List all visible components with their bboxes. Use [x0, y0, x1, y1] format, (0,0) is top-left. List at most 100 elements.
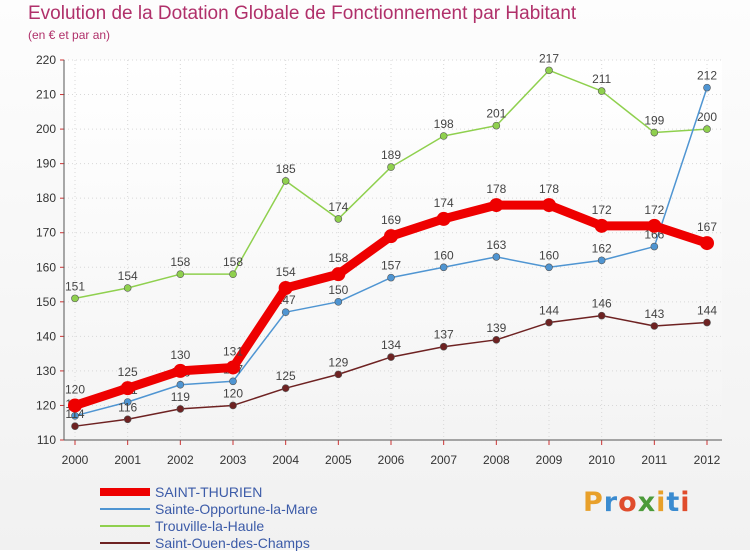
data-label: 137 — [434, 328, 454, 342]
data-label: 146 — [592, 297, 612, 311]
x-tick-label: 2011 — [641, 453, 667, 467]
logo-letter: i — [656, 487, 667, 518]
data-point — [647, 218, 662, 233]
data-point — [176, 270, 185, 278]
x-tick-label: 2006 — [378, 453, 405, 467]
data-label: 178 — [539, 182, 559, 196]
data-label: 154 — [276, 265, 296, 279]
data-label: 169 — [381, 213, 401, 227]
data-point — [71, 294, 79, 303]
data-point — [492, 336, 501, 344]
data-point — [229, 377, 237, 386]
data-point — [334, 370, 343, 379]
data-label: 158 — [328, 251, 348, 265]
data-point — [650, 322, 659, 330]
y-tick-label: 150 — [36, 295, 56, 309]
y-tick-label: 180 — [36, 191, 56, 205]
data-point — [281, 308, 290, 316]
data-label: 211 — [592, 72, 611, 86]
data-point — [545, 263, 553, 272]
data-label: 200 — [697, 110, 717, 124]
data-label: 158 — [223, 255, 243, 269]
data-point — [387, 273, 395, 282]
data-label: 199 — [644, 114, 664, 128]
legend-swatch — [100, 488, 150, 496]
data-label: 185 — [276, 162, 296, 176]
data-point — [71, 422, 79, 430]
data-label: 151 — [65, 279, 85, 293]
data-point — [545, 318, 553, 327]
data-label: 116 — [118, 400, 137, 414]
y-tick-label: 190 — [36, 157, 56, 171]
data-point — [439, 132, 448, 140]
data-point — [384, 229, 398, 244]
data-label: 154 — [118, 269, 138, 283]
data-label: 157 — [381, 259, 401, 273]
data-point — [226, 360, 240, 375]
x-tick-label: 2010 — [588, 453, 615, 467]
data-point — [68, 398, 82, 413]
data-point — [436, 211, 451, 226]
data-label: 189 — [381, 148, 401, 162]
data-label: 120 — [65, 382, 85, 396]
data-label: 167 — [697, 220, 717, 234]
x-tick-label: 2004 — [272, 453, 299, 467]
data-point — [229, 401, 237, 410]
data-point — [597, 256, 606, 265]
data-point — [542, 198, 556, 213]
legend-swatch — [100, 542, 150, 544]
data-point — [597, 87, 606, 95]
logo-letter: P — [583, 487, 604, 518]
y-tick-label: 210 — [36, 88, 56, 102]
legend-label: Trouville-la-Haule — [155, 518, 265, 534]
data-point — [703, 125, 711, 133]
axes: 110 120 130 140 150 160 170 180 190 200 210 220 2000… — [36, 53, 722, 467]
data-point — [176, 405, 185, 413]
data-point — [281, 384, 290, 392]
data-label: 212 — [697, 69, 717, 83]
series-saint-thurien: 120 125 130 131 154 158 169 174 178 178 172 172 167 — [65, 182, 717, 413]
data-point — [700, 236, 714, 251]
data-point — [387, 163, 395, 171]
data-point — [123, 415, 132, 424]
data-point — [331, 267, 346, 282]
legend-swatch — [100, 508, 150, 510]
y-tick-label: 170 — [36, 226, 56, 240]
data-point — [281, 177, 290, 185]
data-point — [176, 380, 185, 389]
data-point — [123, 398, 132, 406]
data-label: 172 — [644, 203, 664, 217]
y-tick-label: 130 — [36, 364, 56, 378]
data-label: 114 — [65, 407, 84, 421]
data-label: 172 — [592, 203, 612, 217]
data-label: 130 — [170, 348, 190, 362]
data-point — [123, 284, 132, 292]
data-label: 125 — [118, 365, 138, 379]
data-point — [650, 242, 659, 251]
data-point — [439, 342, 448, 351]
y-tick-label: 160 — [36, 260, 56, 274]
chart-subtitle: (en € et par an) — [28, 28, 111, 42]
data-label: 201 — [486, 107, 506, 121]
data-point — [229, 270, 237, 278]
data-point — [334, 298, 343, 306]
data-point — [334, 215, 343, 223]
data-label: 160 — [434, 248, 454, 262]
data-label: 174 — [434, 196, 454, 210]
x-tick-label: 2003 — [220, 453, 247, 467]
data-label: 143 — [644, 307, 664, 321]
data-label: 144 — [539, 304, 559, 318]
data-label: 198 — [434, 117, 454, 131]
series-trouville-la-haule: 151 154 158 158 185 174 189 198 201 217 211 199 200 — [65, 51, 717, 303]
y-tick-label: 140 — [36, 329, 56, 343]
data-label: 144 — [697, 304, 717, 318]
y-tick-label: 110 — [37, 433, 56, 447]
x-tick-label: 2009 — [536, 453, 563, 467]
data-point — [650, 128, 659, 137]
x-tick-label: 2005 — [325, 453, 352, 467]
proxiti-logo: Proxiti — [583, 487, 691, 518]
grid — [64, 59, 722, 441]
